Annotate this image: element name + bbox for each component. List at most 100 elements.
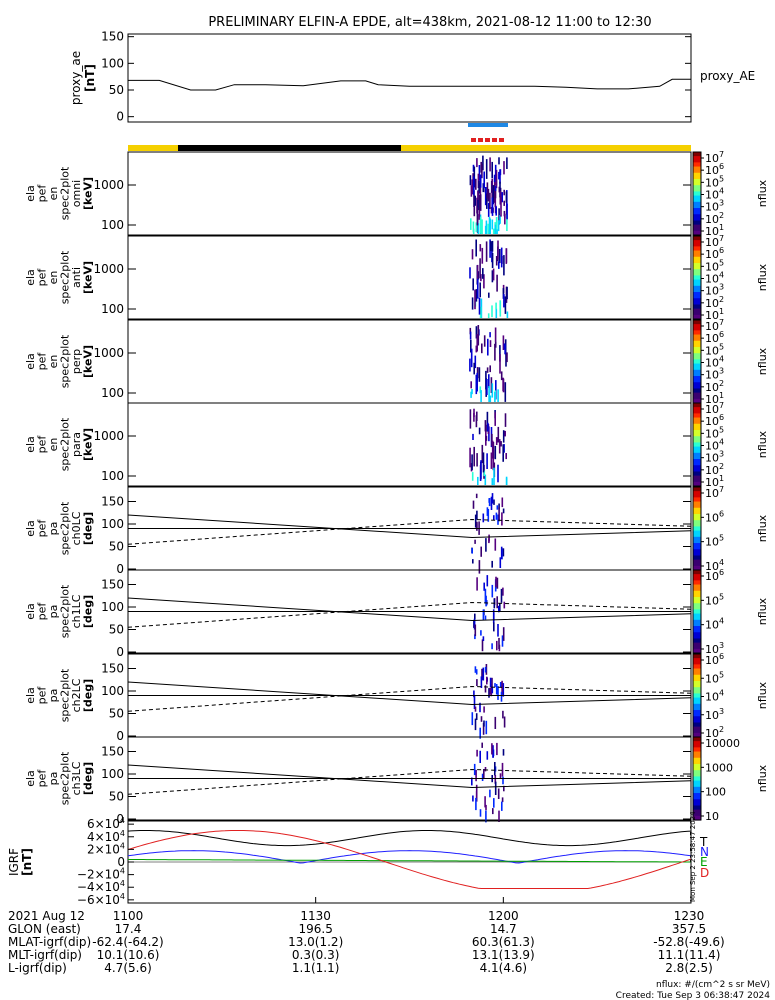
colorbar-swatch	[693, 582, 701, 586]
colorbar-swatch	[693, 322, 701, 325]
colorbar-swatch	[693, 396, 701, 400]
spectrogram-pixel	[501, 512, 503, 526]
colorbar-swatch	[693, 563, 701, 567]
panel-ylabel-line: [deg]	[82, 762, 95, 795]
colorbar-label: nflux	[756, 681, 769, 709]
colorbar-tick-label: 107	[705, 401, 724, 416]
colorbar-swatch	[693, 714, 701, 717]
panel-ytick-label: 100	[101, 302, 124, 316]
spectrogram-pixel	[480, 630, 482, 636]
colorbar-swatch	[693, 279, 701, 283]
spectrogram-pixel	[496, 229, 498, 234]
colorbar-swatch	[693, 448, 701, 452]
spectrogram-pixel	[474, 195, 476, 206]
colorbar-tick-label: 105	[705, 174, 724, 189]
colorbar-swatch	[693, 326, 701, 329]
xaxis-value: 357.5	[672, 922, 706, 936]
spectrogram-pixel	[472, 433, 474, 440]
panel-ylabel-line: ch2LC	[70, 678, 83, 712]
colorbar-swatch	[693, 491, 701, 494]
igrf-ylabel-units: [nT]	[20, 848, 34, 876]
spectrogram-pixel	[491, 197, 493, 214]
panel-data-marks	[469, 325, 508, 402]
spectrogram-pixel	[485, 538, 487, 552]
colorbar-swatch	[693, 516, 701, 519]
spectrogram-pixel	[470, 348, 473, 368]
spectrogram-pixel	[475, 493, 478, 499]
colorbar-tick-label: 106	[705, 330, 724, 345]
spectrogram-pixel	[503, 255, 505, 276]
spectrogram-pixel	[497, 464, 499, 483]
spectrogram-pixel	[503, 189, 505, 196]
spectrogram-pixel	[476, 367, 479, 379]
colorbar-swatch	[693, 716, 701, 719]
plot-title: PRELIMINARY ELFIN-A EPDE, alt=438km, 202…	[208, 15, 651, 30]
spectrogram-pixel	[491, 677, 493, 688]
colorbar-swatch	[693, 707, 701, 711]
colorbar-swatch	[693, 158, 701, 161]
xaxis-value: 4.1(4.6)	[480, 961, 528, 975]
spectrogram-pixel	[491, 478, 494, 485]
colorbar-swatch	[693, 199, 701, 203]
panel-data-marks	[471, 742, 505, 823]
spectrogram-pixel	[475, 178, 477, 190]
spectrogram-pixel	[484, 767, 487, 772]
spectrogram-pixel	[471, 777, 473, 786]
spectrogram-pixel	[495, 684, 498, 695]
colorbar-swatch	[693, 469, 701, 473]
spectrogram-pixel	[502, 749, 505, 756]
colorbar-swatch	[693, 621, 701, 625]
anti-loss-cone-line	[127, 768, 692, 795]
colorbar-swatch	[693, 267, 701, 270]
spectrogram-pixel	[491, 240, 494, 252]
colorbar-swatch	[693, 676, 701, 680]
colorbar-swatch	[693, 271, 701, 274]
colorbar-swatch	[693, 434, 701, 437]
spectrogram-pixel	[500, 196, 502, 217]
colorbar-swatch	[693, 365, 701, 369]
spectrogram-pixel	[483, 720, 485, 727]
colorbar-tick-label: 103	[705, 641, 724, 656]
colorbar-swatch	[693, 743, 701, 746]
spectrogram-pixel	[484, 588, 487, 603]
panel-ytick-label: 100	[101, 386, 124, 400]
spectrogram-pixel	[500, 691, 503, 702]
spectrogram-pixel	[495, 206, 497, 216]
spectrogram-pixel	[486, 453, 488, 469]
spectrogram-pixel	[495, 217, 498, 234]
spectrogram-pixel	[482, 513, 485, 523]
colorbar-ch1LC: 106 105 104 103 nflux	[692, 568, 769, 656]
spectrogram-pixel	[479, 174, 482, 182]
spectrogram-pixel	[503, 161, 505, 175]
spectrogram-pixel	[481, 742, 483, 748]
panel-ylabel-line: pef	[36, 268, 49, 287]
spectrogram-pixel	[501, 635, 504, 647]
panel-ytick-label: 150	[101, 578, 124, 592]
spectrogram-pixel	[479, 750, 481, 763]
panel-ylabel-line: pa	[47, 605, 60, 619]
spectrogram-pixel	[485, 241, 488, 262]
spectrogram-pixel	[497, 686, 499, 700]
spectrogram-pixel	[473, 176, 475, 195]
colorbar-swatch	[693, 660, 701, 663]
spectrogram-pixel	[477, 476, 479, 485]
colorbar-swatch	[693, 545, 701, 548]
spectrogram-pixel	[494, 775, 497, 784]
colorbar-swatch	[693, 670, 701, 674]
spectrogram-pixel	[469, 175, 472, 186]
colorbar-swatch	[693, 499, 701, 503]
colorbar-swatch	[693, 160, 701, 163]
spectrogram-pixel	[491, 270, 494, 283]
colorbar-swatch	[693, 450, 701, 454]
colorbar-swatch	[693, 697, 701, 701]
spectrogram-pixel	[491, 584, 494, 598]
proxy-ae-frame	[127, 33, 692, 123]
panel-ylabel-line: en	[47, 187, 60, 201]
colorbar-swatch	[693, 720, 701, 724]
colorbar-swatch	[693, 452, 701, 456]
colorbar-swatch	[693, 522, 701, 525]
spectrogram-pixel	[491, 686, 494, 694]
colorbar-swatch	[693, 252, 701, 256]
